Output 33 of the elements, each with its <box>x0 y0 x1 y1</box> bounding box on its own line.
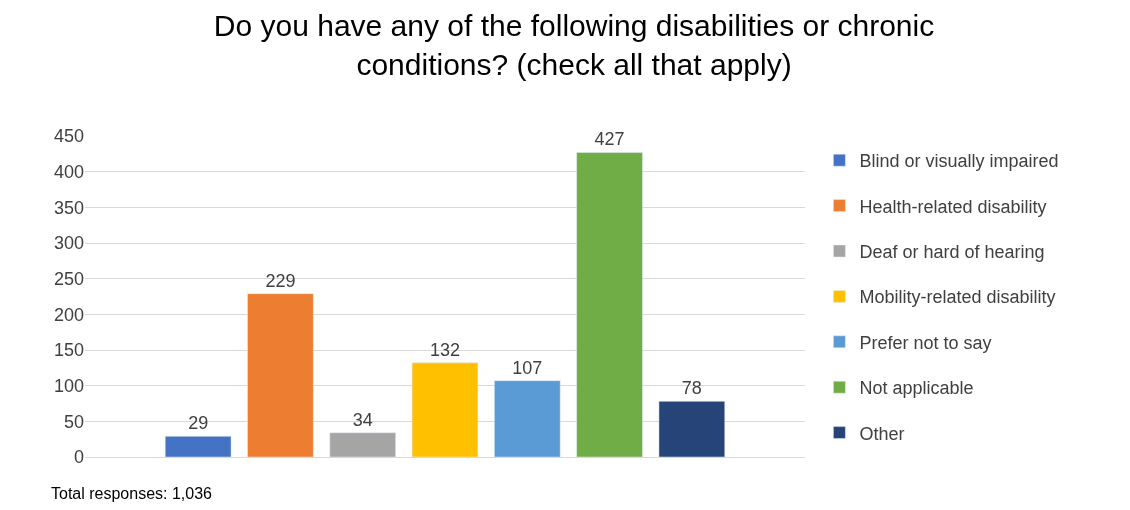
legend-label: Prefer not to say <box>859 332 992 353</box>
y-tick-label: 0 <box>73 447 84 468</box>
legend-label: Deaf or hard of hearing <box>859 242 1045 263</box>
y-tick-label: 350 <box>53 197 84 218</box>
y-tick-label: 300 <box>53 233 84 254</box>
bar <box>494 380 561 457</box>
data-label: 107 <box>512 357 543 378</box>
y-tick-label: 50 <box>63 411 84 432</box>
bar <box>576 152 643 457</box>
bar <box>329 432 396 457</box>
data-label: 427 <box>594 129 625 150</box>
legend-label: Mobility-related disability <box>859 287 1056 308</box>
y-tick-label: 200 <box>53 304 84 325</box>
y-tick-label: 250 <box>53 268 84 289</box>
y-tick-label: 450 <box>53 126 84 147</box>
legend-label: Health-related disability <box>859 196 1047 217</box>
legend-label: Blind or visually impaired <box>859 151 1059 172</box>
legend-label: Other <box>859 423 905 444</box>
text: Total responses: 1,036 <box>51 485 213 502</box>
data-label: 78 <box>681 378 702 399</box>
bar <box>164 436 232 457</box>
bar <box>411 362 479 457</box>
legend-label: Not applicable <box>859 378 974 399</box>
y-tick-label: 400 <box>53 161 84 182</box>
y-tick-label: 150 <box>53 340 84 361</box>
data-label: 34 <box>352 409 373 430</box>
data-label: 29 <box>188 413 209 434</box>
data-label: 229 <box>265 270 296 291</box>
chart-title: Do you have any of the following disabilities or chronic conditions? (check all that apply) <box>213 8 935 81</box>
y-tick-label: 100 <box>53 375 84 396</box>
data-label: 132 <box>429 339 461 360</box>
bar <box>658 401 726 457</box>
bar <box>247 293 314 457</box>
